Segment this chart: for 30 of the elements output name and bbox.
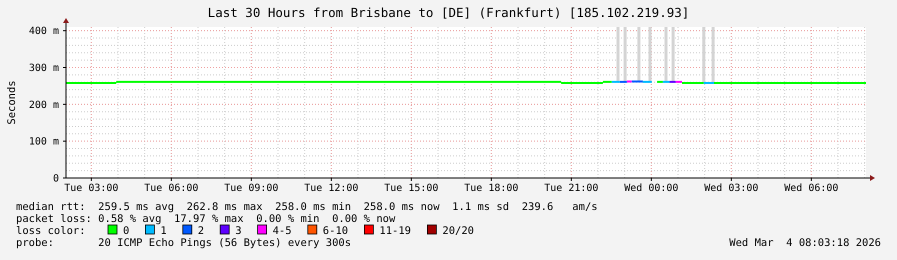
- legend-label: 0: [123, 225, 130, 237]
- legend-label: 6-10: [322, 225, 348, 237]
- legend-label: 3: [235, 225, 242, 237]
- chart-title: Last 30 Hours from Brisbane to [DE] (Frankfurt) [185.102.219.93]: [208, 5, 690, 20]
- y-tick-label: 400 m: [28, 26, 59, 38]
- y-axis-title: Seconds: [6, 80, 18, 125]
- x-tick-label: Tue 18:00: [464, 183, 518, 194]
- x-tick-label: Tue 12:00: [304, 183, 358, 194]
- x-tick-label: Wed 03:00: [704, 183, 758, 194]
- x-tick-label: Wed 00:00: [624, 183, 678, 194]
- legend-label: 2: [198, 225, 204, 237]
- x-tick-label: Tue 21:00: [544, 183, 598, 194]
- x-tick-label: Wed 06:00: [784, 183, 838, 194]
- x-tick-label: Tue 15:00: [384, 183, 438, 194]
- x-tick-label: Tue 06:00: [144, 183, 198, 194]
- x-tick-label: Tue 03:00: [64, 183, 118, 194]
- x-tick-label: Tue 09:00: [224, 183, 278, 194]
- legend-label: 11-19: [379, 225, 412, 237]
- y-tick-label: 0: [52, 174, 59, 184]
- text: probe: 20 ICMP Echo Pings (56 Bytes) every 300s: [16, 237, 352, 249]
- legend-title: loss color:: [16, 225, 86, 237]
- legend-label: 1: [160, 225, 167, 237]
- legend-label: 20/20: [442, 225, 474, 237]
- legend-label: 4-5: [272, 225, 292, 237]
- text: packet loss: 0.58 % avg 17.97 % max 0.00 % min 0.00 % now: [16, 213, 396, 225]
- text: median rtt: 259.5 ms avg 262.8 ms max 258.0 ms min 258.0 ms now 1.1 ms sd 239.6 am/s: [16, 201, 598, 213]
- y-tick-label: 300 m: [28, 63, 59, 74]
- y-tick-label: 100 m: [28, 136, 59, 148]
- y-tick-label: 200 m: [28, 100, 59, 111]
- text: Wed Mar 4 08:03:18 2026: [729, 237, 881, 249]
